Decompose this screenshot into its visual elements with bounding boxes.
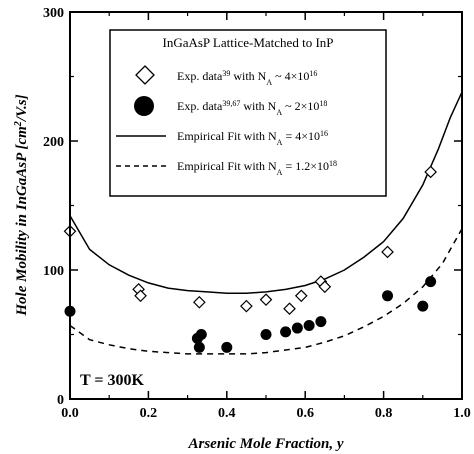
diamond-data-point — [381, 245, 394, 259]
legend-entry-exp-high: Exp. data39,67 with NA ~ 2×1018 — [177, 99, 327, 117]
circle-data-point — [417, 300, 429, 312]
temperature-annotation: T = 300K — [80, 372, 145, 389]
x-tick-label: 0.4 — [218, 406, 236, 421]
legend-box — [109, 29, 387, 197]
fit-curves — [69, 91, 463, 355]
fit-curve-solid — [69, 91, 463, 294]
x-tick-label: 0.6 — [296, 406, 314, 421]
circle-data-point — [291, 322, 303, 334]
y-tick-label: 0 — [57, 393, 64, 408]
circle-data-point — [221, 341, 233, 353]
circle-data-point — [303, 319, 315, 331]
x-tick-label: 1.0 — [453, 406, 471, 421]
diamond-data-point — [283, 302, 296, 316]
fit-curve-dashed — [69, 228, 463, 355]
x-tick-label: 0.2 — [140, 406, 158, 421]
circle-data-point — [382, 290, 394, 302]
legend-circle-marker — [134, 96, 154, 116]
tick-labels: 0.0 0.2 0.4 0.6 0.8 1.0 0 100 200 300 — [43, 6, 471, 421]
legend-entry-fit-high: Empirical Fit with NA = 1.2×1018 — [177, 159, 337, 177]
y-tick-label: 200 — [43, 135, 64, 150]
diamond-data-point — [294, 289, 308, 303]
diamond-data-point — [193, 295, 206, 309]
circle-data-point — [195, 329, 207, 340]
x-tick-label: 0.8 — [375, 406, 393, 421]
legend-title: InGaAsP Lattice-Matched to InP — [163, 35, 334, 50]
diamond-data-point — [240, 299, 253, 313]
y-tick-label: 100 — [43, 264, 64, 279]
y-axis-title: Hole Mobility in InGaAsP [cm2/V.s] — [13, 94, 31, 316]
diamond-data-point — [134, 289, 147, 303]
circle-data-point — [315, 316, 327, 328]
x-tick-label: 0.0 — [61, 406, 79, 421]
legend-entry-fit-low: Empirical Fit with NA = 4×1016 — [177, 129, 328, 147]
legend: InGaAsP Lattice-Matched to InP Exp. data… — [109, 29, 387, 197]
circle-data-point — [425, 276, 437, 288]
diamond-data-point — [424, 165, 437, 179]
plot-frame — [69, 11, 463, 400]
x-axis-title: Arsenic Mole Fraction, y — [187, 436, 343, 452]
diamond-data-point — [259, 293, 273, 307]
circle-data-point — [260, 329, 272, 340]
legend-diamond-marker — [135, 65, 155, 85]
circle-data-point — [193, 341, 205, 353]
y-tick-label: 300 — [43, 6, 64, 21]
diamond-data-point — [318, 280, 332, 294]
legend-entry-exp-low: Exp. data39 with NA ~ 4×1016 — [177, 69, 317, 87]
circle-data-point — [280, 326, 292, 338]
